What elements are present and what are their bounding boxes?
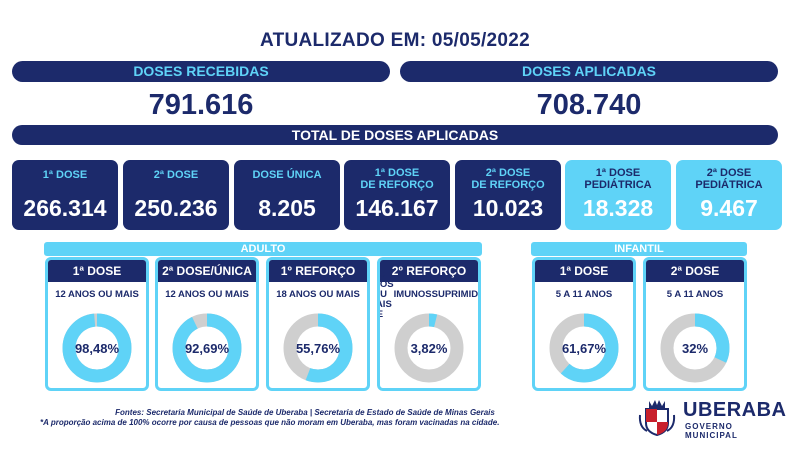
- dose-card: 1ª DOSE PEDIÁTRICA 18.328: [565, 160, 671, 230]
- dose-card-label-2: DE REFORÇO: [360, 179, 434, 191]
- dose-card-label: 2ª DOSE: [706, 167, 752, 179]
- donut-gauge: 3,82%: [394, 313, 464, 383]
- doses-applied-label: DOSES APLICADAS: [400, 61, 778, 82]
- doses-received-label: DOSES RECEBIDAS: [12, 61, 390, 82]
- gauge-card: 1ª DOSE 12 ANOS OU MAIS 98,48%: [45, 257, 149, 391]
- dose-card: 2ª DOSE DE REFORÇO 10.023: [455, 160, 561, 230]
- gauge-title: 1ª DOSE: [48, 260, 146, 282]
- gauge-subtitle: 12 ANOS OU MAIS: [48, 282, 146, 308]
- gauge-subtitle-line: 5 A 11 ANOS: [666, 289, 724, 300]
- gauge-card: 2ª DOSE 5 A 11 ANOS 32%: [643, 257, 747, 391]
- donut-percent: 98,48%: [75, 341, 120, 356]
- footer-sources-line: Fontes: Secretaria Municipal de Saúde de…: [115, 408, 495, 417]
- dose-card-label: 1ª DOSE: [595, 167, 641, 179]
- dose-card-label-2: PEDIÁTRICA: [695, 179, 763, 191]
- footer-sources: Fontes: Secretaria Municipal de Saúde de…: [40, 408, 560, 428]
- dose-card-label: 1ª DOSE: [374, 167, 420, 179]
- doses-applied-value: 708.740: [536, 89, 642, 121]
- donut-gauge: 92,69%: [172, 313, 242, 383]
- gauge-card: 1ª DOSE 5 A 11 ANOS 61,67%: [532, 257, 636, 391]
- dose-card-value: 266.314: [23, 195, 107, 221]
- dose-card-label: 1ª DOSE: [42, 169, 88, 181]
- dose-card: 1ª DOSE DE REFORÇO 146.167: [344, 160, 450, 230]
- logo-city: UBERABA: [683, 399, 787, 421]
- donut-fill: [660, 313, 730, 383]
- gauge-subtitle: 12 ANOS OU MAIS: [158, 282, 256, 308]
- section-child: INFANTIL: [531, 242, 747, 256]
- doses-received-label-text: DOSES RECEBIDAS: [133, 63, 269, 79]
- gauge-subtitle-line-2: IMUNOSSUPRIMIDOS: [393, 289, 479, 300]
- gauge-subtitle: 5 A 11 ANOS: [646, 282, 744, 308]
- dose-card: DOSE ÚNICA 8.205: [234, 160, 340, 230]
- dose-card: 1ª DOSE 266.314: [12, 160, 118, 230]
- donut-percent: 92,69%: [185, 341, 230, 356]
- gauge-subtitle: 60 ANOS OU MAIS EIMUNOSSUPRIMIDOS: [380, 270, 479, 320]
- gauge-title: 1ª DOSE: [535, 260, 633, 282]
- donut-gauge: 98,48%: [62, 313, 132, 383]
- gauge-title: 1º REFORÇO: [269, 260, 367, 282]
- footer-note-line: *A proporção acima de 100% ocorre por ca…: [40, 418, 500, 427]
- gauge-title: 2º REFORÇO: [380, 260, 478, 282]
- donut-gauge: 61,67%: [549, 313, 619, 383]
- donut-fill: [62, 313, 132, 383]
- total-doses-title-text: TOTAL DE DOSES APLICADAS: [291, 127, 499, 143]
- dose-card: 2ª DOSE 250.236: [123, 160, 229, 230]
- donut-percent: 61,67%: [562, 341, 607, 356]
- donut-gauge: 55,76%: [283, 313, 353, 383]
- donut-fill: [549, 313, 619, 383]
- gauge-card: 2ª DOSE/ÚNICA 12 ANOS OU MAIS 92,69%: [155, 257, 259, 391]
- donut-percent: 55,76%: [296, 341, 341, 356]
- dose-card-label: 2ª DOSE: [153, 169, 199, 181]
- dose-card-value: 250.236: [134, 195, 218, 221]
- gauge-subtitle-line: 12 ANOS OU MAIS: [165, 289, 249, 300]
- donut-fill: [394, 313, 464, 383]
- gauge-card: 1º REFORÇO 18 ANOS OU MAIS 55,76%: [266, 257, 370, 391]
- doses-received-value: 791.616: [148, 89, 254, 121]
- donut-percent: 3,82%: [411, 341, 448, 356]
- gauge-subtitle: 18 ANOS OU MAIS: [269, 282, 367, 308]
- gauge-subtitle-line: 5 A 11 ANOS: [555, 289, 613, 300]
- updated-date: ATUALIZADO EM: 05/05/2022: [259, 30, 531, 51]
- dose-card-value: 146.167: [355, 195, 439, 221]
- donut-gauge: 32%: [660, 313, 730, 383]
- gauge-subtitle-line: 12 ANOS OU MAIS: [55, 289, 139, 300]
- uberaba-logo: UBERABA GOVERNO MUNICIPAL: [637, 397, 787, 440]
- dose-card-label: DOSE ÚNICA: [252, 169, 322, 181]
- dose-card-label-2: DE REFORÇO: [471, 179, 545, 191]
- dose-card-value: 18.328: [582, 195, 654, 221]
- dose-card: 2ª DOSE PEDIÁTRICA 9.467: [676, 160, 782, 230]
- dose-card-value: 9.467: [700, 195, 758, 221]
- donut-fill: [172, 313, 242, 383]
- dose-card-value: 10.023: [472, 195, 544, 221]
- logo-gov: GOVERNO MUNICIPAL: [685, 422, 738, 440]
- coat-of-arms-icon: [638, 400, 676, 437]
- dose-card-label: 2ª DOSE: [485, 167, 531, 179]
- donut-fill: [283, 313, 353, 383]
- dose-card-value: 8.205: [258, 195, 316, 221]
- total-doses-title: TOTAL DE DOSES APLICADAS: [12, 125, 778, 145]
- gauge-title: 2ª DOSE/ÚNICA: [158, 260, 256, 282]
- section-adult: ADULTO: [44, 242, 482, 256]
- donut-percent: 32%: [682, 341, 708, 356]
- doses-applied-label-text: DOSES APLICADAS: [521, 63, 657, 79]
- gauge-title: 2ª DOSE: [646, 260, 744, 282]
- gauge-card: 2º REFORÇO60 ANOS OU MAIS EIMUNOSSUPRIMI…: [377, 257, 481, 391]
- gauge-subtitle-line: 60 ANOS OU MAIS E: [377, 269, 394, 320]
- gauge-subtitle-line: 18 ANOS OU MAIS: [276, 289, 360, 300]
- dose-card-label-2: PEDIÁTRICA: [584, 179, 652, 191]
- gauge-subtitle: 5 A 11 ANOS: [535, 282, 633, 308]
